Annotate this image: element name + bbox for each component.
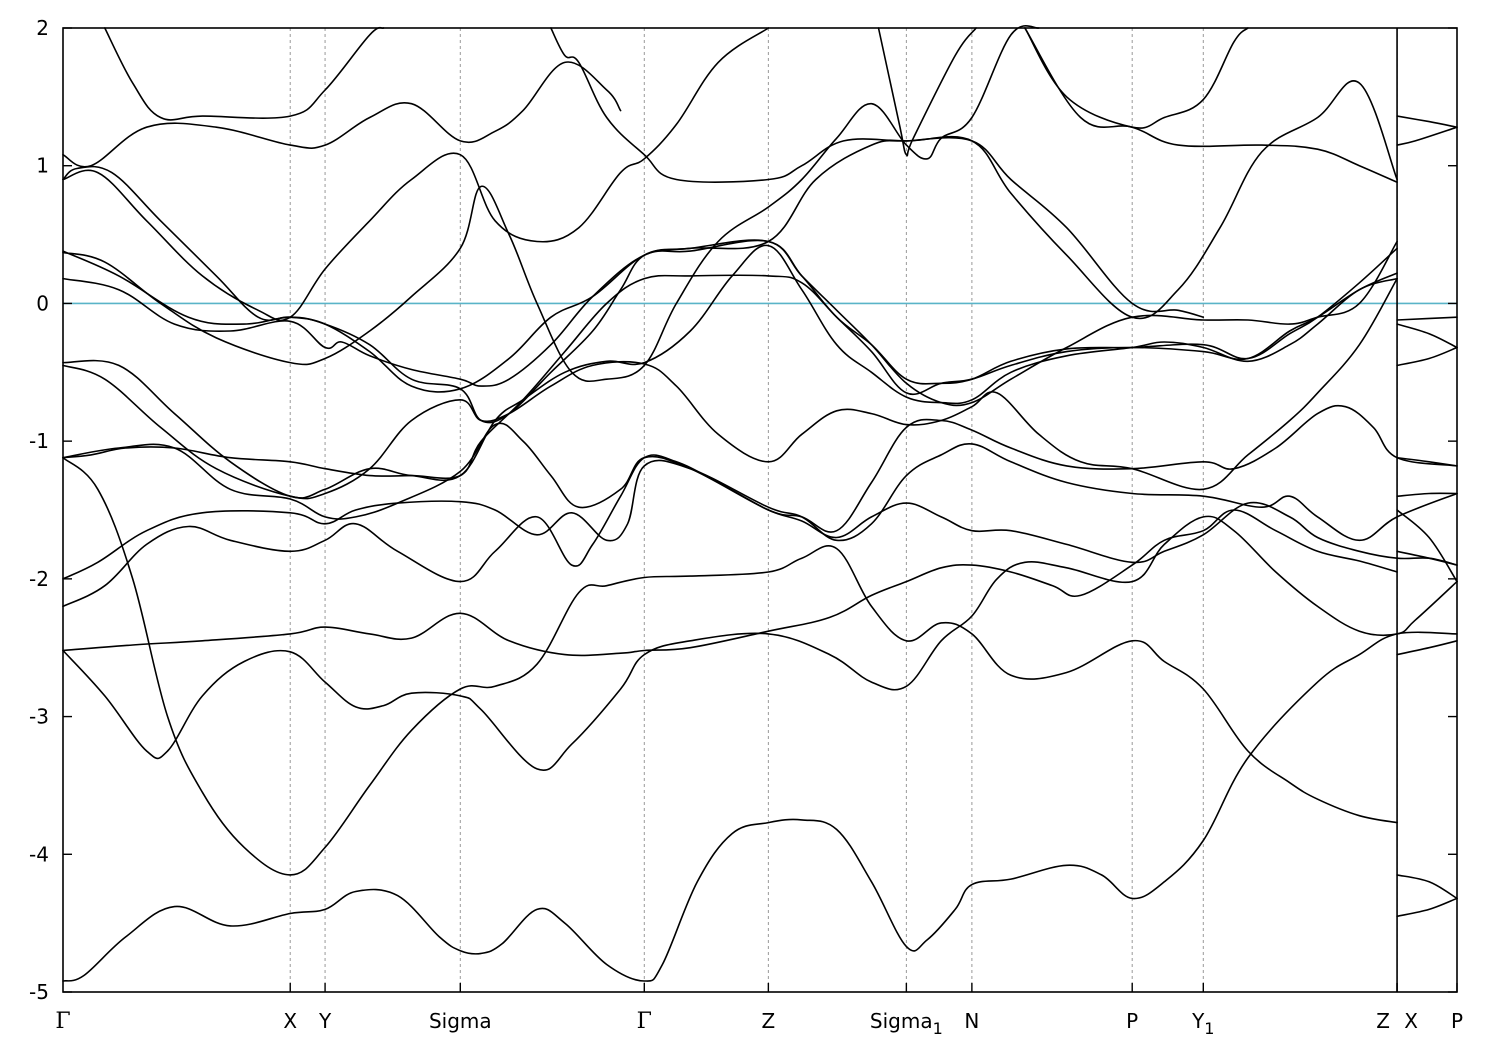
kpoint-label-7: N	[964, 1009, 979, 1033]
band-line-14	[62, 61, 622, 168]
band-line-25	[1396, 323, 1458, 349]
band-line-16	[104, 26, 385, 121]
band-line-21	[1396, 126, 1458, 146]
band-line-9	[62, 272, 1398, 480]
x-axis: Γ X Y Sigma Γ Z Sigma1 N P Y1 Z X P	[55, 983, 1463, 1038]
band-line-3	[62, 509, 1398, 657]
band-line-30	[1396, 874, 1458, 900]
band-line-32	[1396, 509, 1458, 583]
band-line-7	[62, 277, 1398, 500]
band-line-29	[1396, 640, 1458, 656]
band-line-23	[1396, 316, 1458, 321]
y-tick-label-1: -4	[29, 842, 49, 866]
band-line-6	[62, 404, 1458, 533]
kpoint-label-6: Sigma1	[870, 1009, 943, 1038]
band-line-1	[62, 515, 1458, 771]
band-line-20	[1024, 27, 1398, 183]
band-line-12	[62, 239, 1398, 424]
y-tick-label-0: -5	[29, 980, 49, 1004]
band-line-18	[877, 27, 977, 157]
y-tick-label-4: -1	[29, 429, 49, 453]
kpoint-label-10: Z	[1376, 1009, 1390, 1033]
kpoint-label-0: Γ	[55, 1009, 70, 1034]
band-line-26	[1396, 492, 1458, 497]
y-tick-label-5: 0	[36, 291, 49, 315]
kpoint-label-9: Y1	[1191, 1009, 1214, 1038]
band-line-17	[550, 27, 1398, 320]
y-tick-label-7: 2	[36, 16, 49, 40]
kpoint-label-11: X	[1404, 1009, 1418, 1033]
y-tick-label-6: 1	[36, 154, 49, 178]
band-line-4	[62, 454, 1458, 608]
kpoint-label-4: Γ	[637, 1009, 652, 1034]
band-line-2	[62, 456, 1398, 876]
band-line-27	[1396, 456, 1458, 467]
band-line-11	[62, 25, 1040, 383]
kpoint-subscript-9: 1	[1204, 1019, 1214, 1038]
band-line-5	[62, 442, 1458, 580]
kpoint-label-3: Sigma	[429, 1009, 492, 1033]
band-line-13	[62, 27, 770, 322]
band-line-0	[62, 631, 1458, 982]
band-line-28	[1396, 550, 1458, 566]
band-line-15	[62, 136, 1205, 393]
kpoint-subscript-6: 1	[933, 1019, 943, 1038]
band-line-31	[1396, 897, 1458, 918]
y-tick-label-2: -3	[29, 705, 49, 729]
kpoint-label-12: P	[1451, 1009, 1463, 1033]
y-axis: -5 -4 -3 -2 -1 0 1 2	[29, 16, 1457, 1004]
kpoint-label-1: X	[283, 1009, 297, 1033]
kpoint-label-5: Z	[762, 1009, 776, 1033]
kpoint-label-8: P	[1126, 1009, 1138, 1033]
band-line-22	[1396, 115, 1458, 128]
y-tick-label-3: -2	[29, 567, 49, 591]
kpoint-label-2: Y	[318, 1009, 332, 1033]
plot-frame	[62, 27, 1458, 993]
band-series-group	[62, 25, 1458, 982]
band-line-24	[1396, 346, 1458, 367]
band-line-10	[62, 239, 1398, 387]
band-line-19	[1024, 27, 1249, 129]
